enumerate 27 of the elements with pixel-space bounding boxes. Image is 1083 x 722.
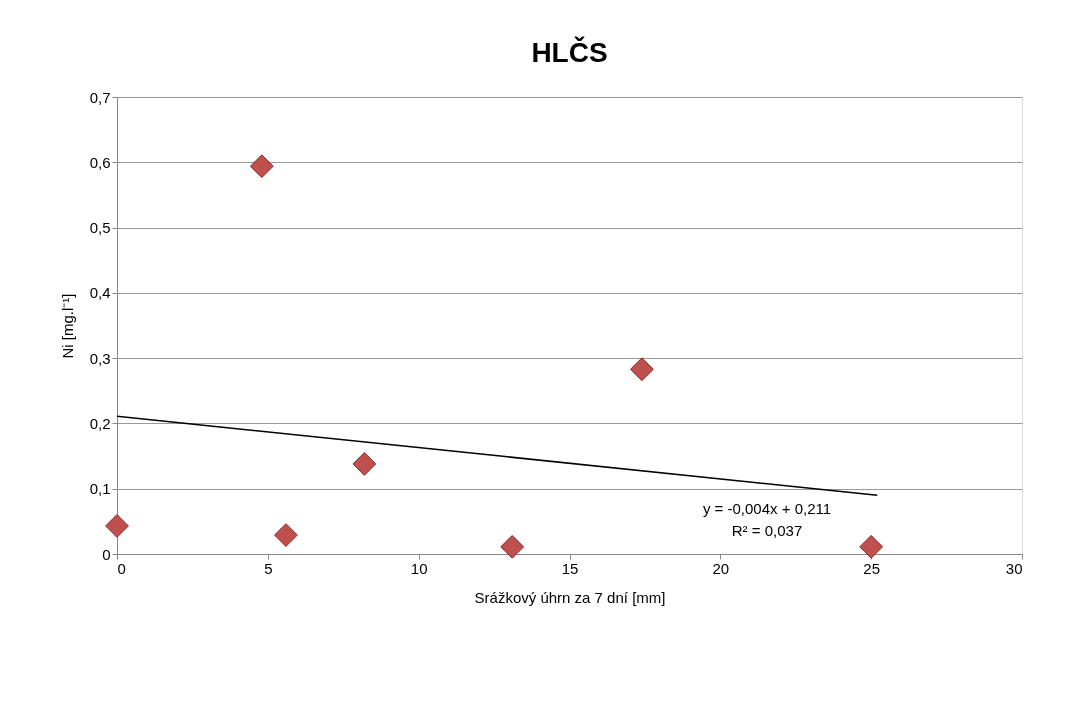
x-tick-label: 25 xyxy=(863,559,881,577)
point xyxy=(859,534,884,559)
point xyxy=(500,534,525,559)
point xyxy=(274,523,298,547)
x-tick-label: 0 xyxy=(117,559,126,577)
x-tick-label: 5 xyxy=(264,559,273,577)
point xyxy=(249,154,274,179)
annotation: R² = 0,037 xyxy=(731,522,803,539)
y-tick-label: 0,4 xyxy=(89,284,111,302)
y-tick-label: 0,1 xyxy=(89,480,111,498)
x-tick-label: 10 xyxy=(410,559,428,577)
x-tick-label: 30 xyxy=(1005,559,1023,577)
point xyxy=(352,452,377,476)
y-tick-label: 0,7 xyxy=(89,88,111,106)
y-tick-label: 0,3 xyxy=(89,349,111,367)
y-axis-title: Ni [mg.l⁻¹] xyxy=(58,293,76,359)
x-tick-label: 15 xyxy=(561,559,579,577)
point xyxy=(630,357,654,382)
y-tick-label: 0,5 xyxy=(89,219,111,237)
chart-title: HLČS xyxy=(531,36,608,68)
y-tick-label: 0 xyxy=(102,545,111,563)
annotation: y = -0,004x + 0,211 xyxy=(702,500,832,517)
x-axis-title: Srážkový úhrn za 7 dní [mm] xyxy=(474,588,666,606)
y-tick-label: 0,2 xyxy=(89,414,111,432)
x-tick-label: 20 xyxy=(712,559,730,577)
point xyxy=(105,514,129,538)
y-tick-label: 0,6 xyxy=(89,153,111,171)
